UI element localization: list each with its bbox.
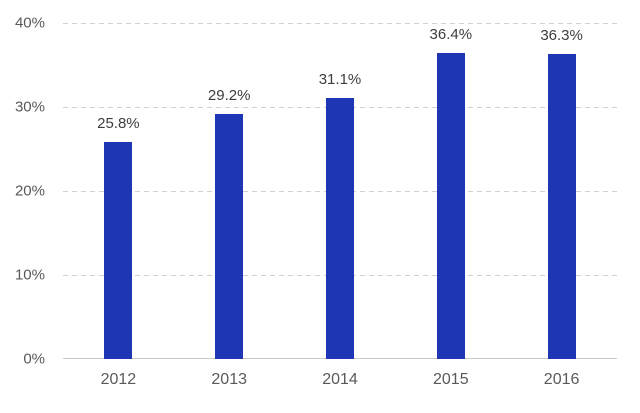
bar-2014 — [326, 97, 354, 359]
plot-area: 25.8% 29.2% 31.1% 36.4% 36.3% — [63, 23, 617, 359]
y-tick-label: 40% — [14, 14, 45, 32]
value-label-2016: 36.3% — [540, 27, 583, 45]
value-label-2014: 31.1% — [318, 70, 362, 88]
bar-2012 — [104, 142, 133, 359]
y-tick-label: 0% — [23, 350, 45, 368]
bar-2015 — [436, 53, 465, 359]
y-tick-label: 20% — [14, 182, 45, 200]
y-tick-label: 10% — [14, 266, 45, 284]
gridline-40% — [63, 23, 617, 24]
bar-2016 — [547, 54, 576, 359]
x-tick-label-2015: 2015 — [433, 371, 469, 388]
value-label-2013: 29.2% — [207, 86, 251, 104]
x-tick-label-2016: 2016 — [543, 371, 580, 388]
y-tick-label: 30% — [14, 98, 45, 116]
x-tick-label-2012: 2012 — [100, 371, 137, 388]
x-tick-label-2014: 2014 — [322, 371, 358, 388]
value-label-2012: 25.8% — [97, 115, 140, 133]
bar-2013 — [215, 113, 244, 359]
x-tick-label-2013: 2013 — [211, 371, 247, 388]
value-label-2015: 36.4% — [429, 26, 473, 44]
